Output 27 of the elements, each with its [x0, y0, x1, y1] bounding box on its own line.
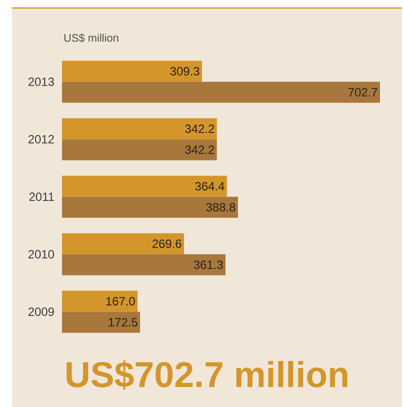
text: US$702.7 million — [66, 360, 348, 390]
bar — [62, 176, 228, 197]
bar — [62, 196, 238, 218]
y-tick-label: 2013 — [28, 78, 54, 86]
y-tick-label: 2010 — [28, 250, 54, 258]
chart-subtitle: US$ million — [64, 34, 118, 42]
bar — [62, 233, 184, 254]
data-label: 342.2 — [185, 146, 214, 154]
data-label: 702.7 — [348, 88, 378, 96]
bar — [62, 118, 218, 140]
bar — [62, 139, 218, 160]
data-label: 342.2 — [185, 124, 214, 133]
y-tick-label: 2012 — [28, 135, 54, 144]
bar — [62, 290, 138, 312]
data-label: 364.4 — [195, 182, 225, 190]
data-label: 167.0 — [106, 297, 136, 306]
data-label: 269.6 — [152, 240, 182, 248]
bar — [62, 312, 140, 333]
bar — [62, 82, 380, 103]
data-label: 172.5 — [109, 318, 138, 326]
bar — [62, 60, 202, 82]
bar — [62, 254, 226, 276]
data-label: 309.3 — [170, 67, 200, 76]
data-label: 361.3 — [194, 260, 223, 269]
y-tick-label: 2009 — [28, 308, 54, 316]
y-tick-label: 2011 — [30, 192, 54, 201]
data-label: 388.8 — [206, 203, 236, 212]
